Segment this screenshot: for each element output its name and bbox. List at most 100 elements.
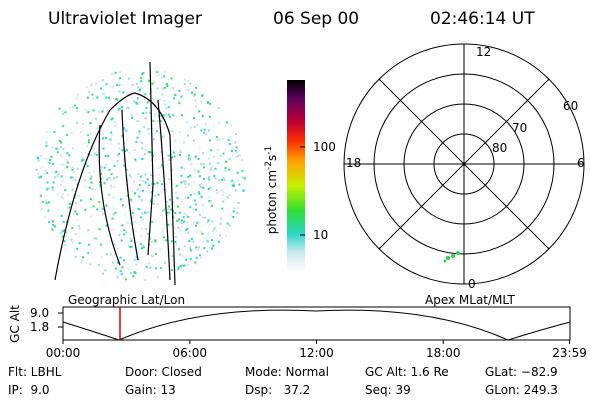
pixel [77,225,80,228]
pixel [60,196,63,199]
pixel [40,154,43,157]
pixel [190,224,193,227]
mlt-label: 0 [468,277,476,291]
pixel [174,94,177,97]
pixel [66,152,69,155]
pixel [148,93,151,96]
pixel [133,192,136,195]
pixel [111,171,114,174]
pixel [161,209,164,212]
pixel [61,193,64,196]
pixel [61,125,64,128]
pixel [72,170,75,173]
pixel [118,147,121,150]
pixel [212,155,215,158]
pixel [90,154,93,157]
pixel [198,213,201,216]
pixel [120,106,123,109]
pixel [36,156,39,159]
pixel [147,128,150,131]
pixel [147,79,150,82]
pixel [158,102,161,105]
pixel [168,250,171,253]
pixel [136,188,139,191]
pixel [178,218,181,221]
pixel [217,106,220,109]
pixel [231,184,234,187]
pixel [172,201,175,204]
pixel [233,184,236,187]
pixel [68,206,71,209]
pixel [55,147,58,150]
pixel [95,97,98,100]
pixel [147,186,150,189]
pixel [147,182,150,185]
pixel [89,263,92,266]
pixel [56,151,59,154]
pixel [179,148,182,151]
pixel [162,135,165,138]
pixel [80,199,83,202]
pixel [203,166,206,169]
pixel [166,84,169,87]
pixel [180,174,183,177]
pixel [141,157,144,160]
pixel [163,208,166,211]
pixel [131,116,134,119]
pixel [201,216,204,219]
pixel [126,179,129,182]
pixel [210,166,213,169]
pixel [60,141,63,144]
pixel [172,151,175,154]
pixel [141,244,144,247]
pixel [123,127,126,130]
pixel [116,160,119,163]
pixel [222,152,225,155]
pixel [192,240,195,243]
status-field: Seq: 39 [365,383,411,397]
pixel [236,207,239,210]
pixel [165,182,168,185]
pixel [180,114,183,117]
pixel [160,150,163,153]
pixel [103,93,106,96]
pixel [187,196,190,199]
pixel [104,137,107,140]
pixel [156,130,159,133]
pixel [104,154,107,157]
pixel [163,99,166,102]
pixel [191,163,194,166]
pixel [70,238,73,241]
pixel [241,176,244,179]
pixel [48,221,51,224]
pixel [120,273,123,276]
pixel [108,177,111,180]
pixel [116,98,119,101]
pixel [66,194,69,197]
pixel [125,231,128,234]
pixel [165,107,168,110]
pixel [226,222,229,225]
pixel [161,87,164,90]
pixel [71,168,74,171]
pixel [198,175,201,178]
pixel [89,132,92,135]
pixel [132,229,135,232]
pixel [156,275,159,278]
pixel [167,208,170,211]
pixel [214,226,217,229]
pixel [92,205,95,208]
pixel [180,264,183,267]
pixel [129,176,132,179]
pixel [217,138,220,141]
pixel [90,251,93,254]
pixel [241,158,244,161]
pixel [136,259,139,262]
pixel [122,164,125,167]
pixel [184,264,187,267]
pixel [144,181,147,184]
pixel [40,175,43,178]
pixel [219,180,222,183]
pixel [82,256,85,259]
pixel [166,211,169,214]
